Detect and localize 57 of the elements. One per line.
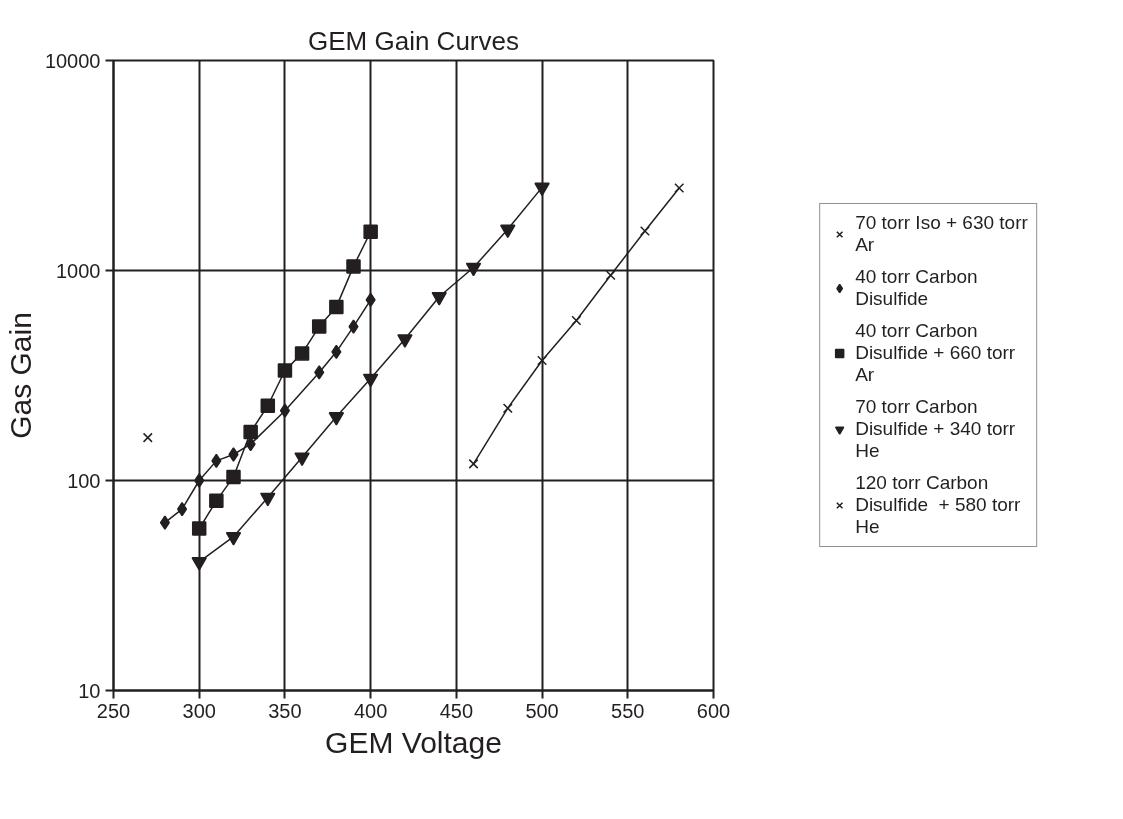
- point: [225, 531, 242, 546]
- point: [243, 424, 258, 440]
- legend-label: 70 torr Iso + 630 torr Ar: [855, 212, 1028, 256]
- point: [674, 183, 685, 194]
- y-tick-label: 1000: [56, 259, 101, 282]
- point: [639, 226, 650, 236]
- y-tick-label: 100: [67, 469, 101, 492]
- legend-label: 40 torr Carbon Disulfide: [855, 266, 978, 310]
- x-tick-label: 300: [182, 699, 216, 722]
- point: [260, 492, 276, 507]
- point: [605, 270, 616, 281]
- x-tick-label: 450: [439, 699, 474, 722]
- point: [279, 403, 291, 418]
- legend-label: 70 torr Carbon Disulfide + 340 torr He: [855, 396, 1016, 462]
- point: [329, 299, 344, 315]
- point: [191, 521, 207, 536]
- y-tick-label: 10: [78, 679, 101, 702]
- point: [346, 259, 361, 274]
- point: [209, 493, 224, 509]
- y-tick-label: 10000: [44, 49, 101, 72]
- point: [363, 224, 378, 239]
- point: [468, 458, 479, 469]
- point: [176, 501, 188, 517]
- point: [537, 355, 548, 366]
- point: [294, 346, 310, 361]
- point: [502, 403, 513, 414]
- point: [328, 412, 345, 426]
- point: [142, 432, 153, 443]
- point: [226, 469, 241, 485]
- y-axis-title: Gas Gain: [3, 312, 37, 439]
- x-tick-label: 400: [353, 699, 388, 722]
- point: [534, 182, 550, 197]
- point: [311, 319, 327, 334]
- point: [362, 373, 379, 388]
- x-axis-title: GEM Voltage: [325, 725, 502, 759]
- point: [571, 315, 582, 326]
- point: [228, 447, 239, 462]
- point: [277, 363, 293, 378]
- point: [191, 557, 207, 571]
- point: [194, 473, 205, 488]
- x-tick-label: 550: [611, 699, 645, 722]
- point: [260, 398, 276, 413]
- chart-title: GEM Gain Curves: [308, 25, 519, 56]
- point: [294, 452, 310, 467]
- point: [348, 319, 359, 334]
- x-tick-label: 600: [696, 699, 731, 722]
- point: [397, 334, 413, 348]
- x-tick-label: 500: [525, 699, 559, 722]
- x-tick-label: 250: [96, 699, 131, 722]
- point: [500, 224, 516, 239]
- x-tick-label: 350: [268, 699, 302, 722]
- point: [465, 262, 482, 277]
- point: [159, 515, 171, 530]
- legend-label: 120 torr Carbon Disulfide + 580 torr He: [855, 472, 1021, 538]
- point: [314, 365, 325, 380]
- legend-label: 40 torr Carbon Disulfide + 660 torr Ar: [855, 320, 1016, 386]
- point: [431, 291, 447, 306]
